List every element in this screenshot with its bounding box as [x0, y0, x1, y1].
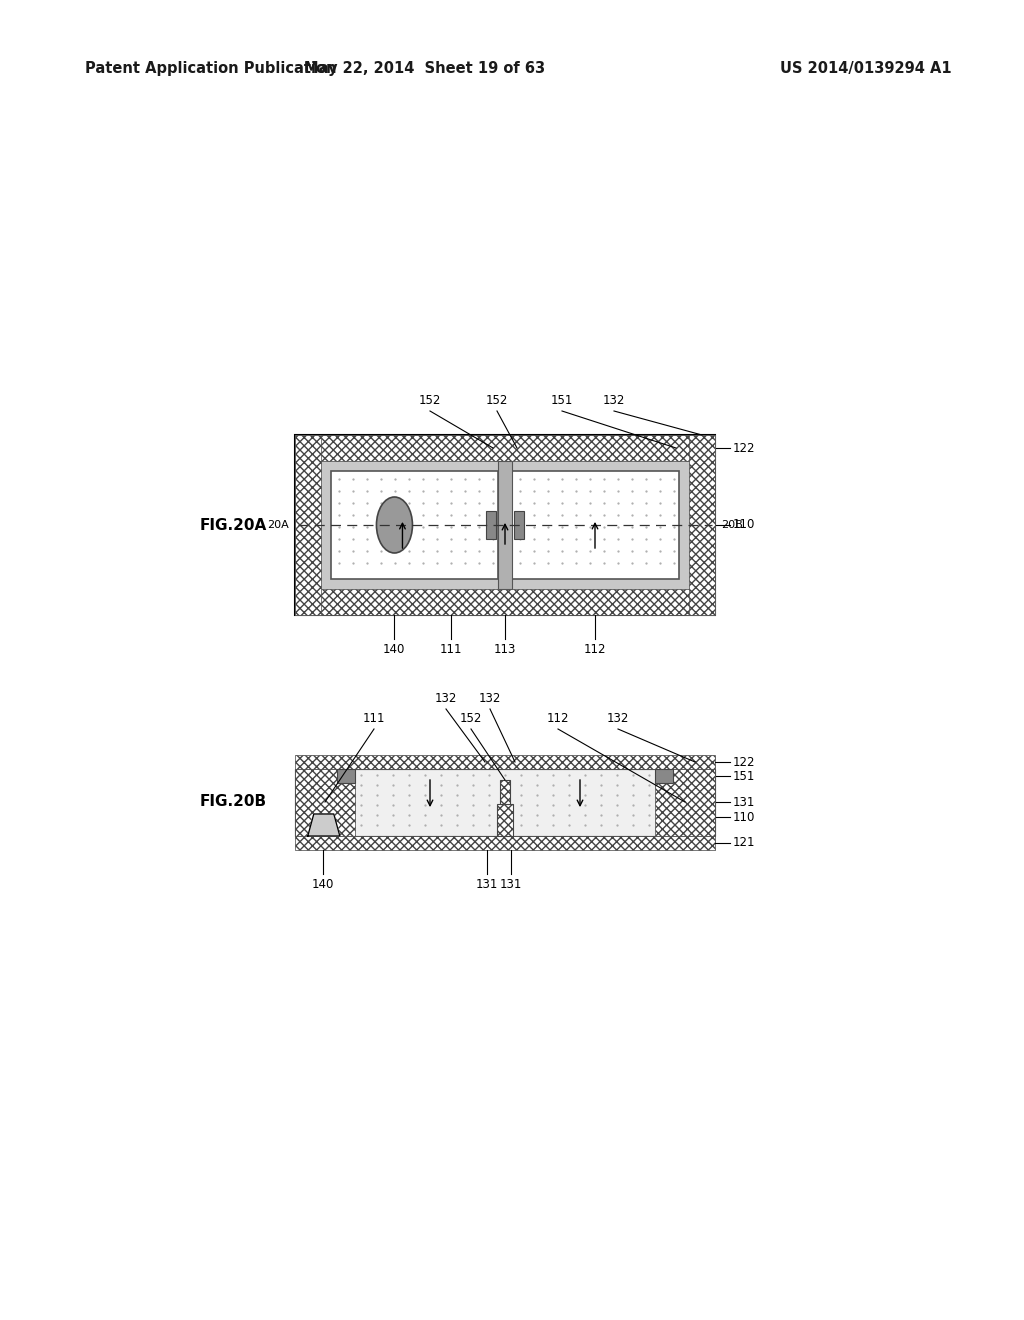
Ellipse shape	[377, 498, 413, 553]
Text: 121: 121	[733, 837, 756, 850]
Bar	[295, 436, 715, 461]
Bar	[321, 461, 689, 589]
Text: US 2014/0139294 A1: US 2014/0139294 A1	[780, 61, 951, 75]
Text: Patent Application Publication: Patent Application Publication	[85, 61, 337, 75]
Text: 122: 122	[733, 755, 756, 768]
Text: 132: 132	[607, 711, 629, 725]
Bar	[295, 770, 715, 836]
Text: 131: 131	[476, 878, 499, 891]
Bar	[331, 471, 498, 579]
Text: 111: 111	[439, 643, 462, 656]
Text: 152: 152	[460, 711, 482, 725]
Text: 131: 131	[733, 796, 756, 808]
Text: 132: 132	[479, 692, 501, 705]
Text: 110: 110	[733, 810, 756, 824]
Bar	[497, 804, 513, 836]
Text: FIG.20B: FIG.20B	[200, 795, 267, 809]
Text: 112: 112	[547, 711, 569, 725]
Text: 132: 132	[603, 393, 626, 407]
Text: 20A: 20A	[267, 520, 289, 531]
Bar	[295, 770, 355, 836]
Text: 112: 112	[584, 643, 606, 656]
Text: FIG.20A: FIG.20A	[200, 517, 267, 532]
Bar	[655, 770, 715, 836]
Bar	[295, 755, 715, 770]
Text: 131: 131	[500, 878, 522, 891]
Text: 151: 151	[551, 393, 573, 407]
Text: 152: 152	[419, 393, 441, 407]
Text: 110: 110	[733, 519, 756, 532]
Text: 140: 140	[312, 878, 334, 891]
Text: 132: 132	[435, 692, 457, 705]
Bar	[337, 770, 355, 783]
Bar	[486, 511, 496, 539]
Bar	[295, 836, 715, 850]
Text: 20B: 20B	[721, 520, 742, 531]
Bar	[498, 461, 512, 589]
Bar	[295, 436, 321, 615]
Text: 122: 122	[733, 441, 756, 454]
Bar	[295, 589, 715, 615]
Text: 113: 113	[494, 643, 516, 656]
Text: 140: 140	[383, 643, 406, 656]
Bar	[514, 511, 524, 539]
Text: 111: 111	[362, 711, 385, 725]
Bar	[655, 770, 673, 783]
Bar	[500, 780, 510, 804]
Bar	[512, 471, 679, 579]
Bar	[295, 436, 715, 615]
Text: 152: 152	[485, 393, 508, 407]
Text: 151: 151	[733, 770, 756, 783]
Text: May 22, 2014  Sheet 19 of 63: May 22, 2014 Sheet 19 of 63	[304, 61, 546, 75]
Bar	[689, 436, 715, 615]
Polygon shape	[308, 814, 340, 836]
